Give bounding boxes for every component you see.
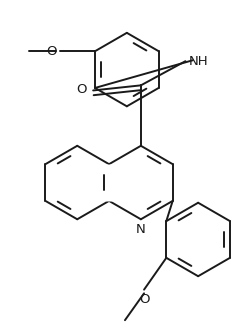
Text: NH: NH [189,55,209,68]
Text: O: O [139,293,149,306]
Text: N: N [136,223,146,236]
Text: O: O [46,45,56,58]
Text: O: O [76,83,87,96]
